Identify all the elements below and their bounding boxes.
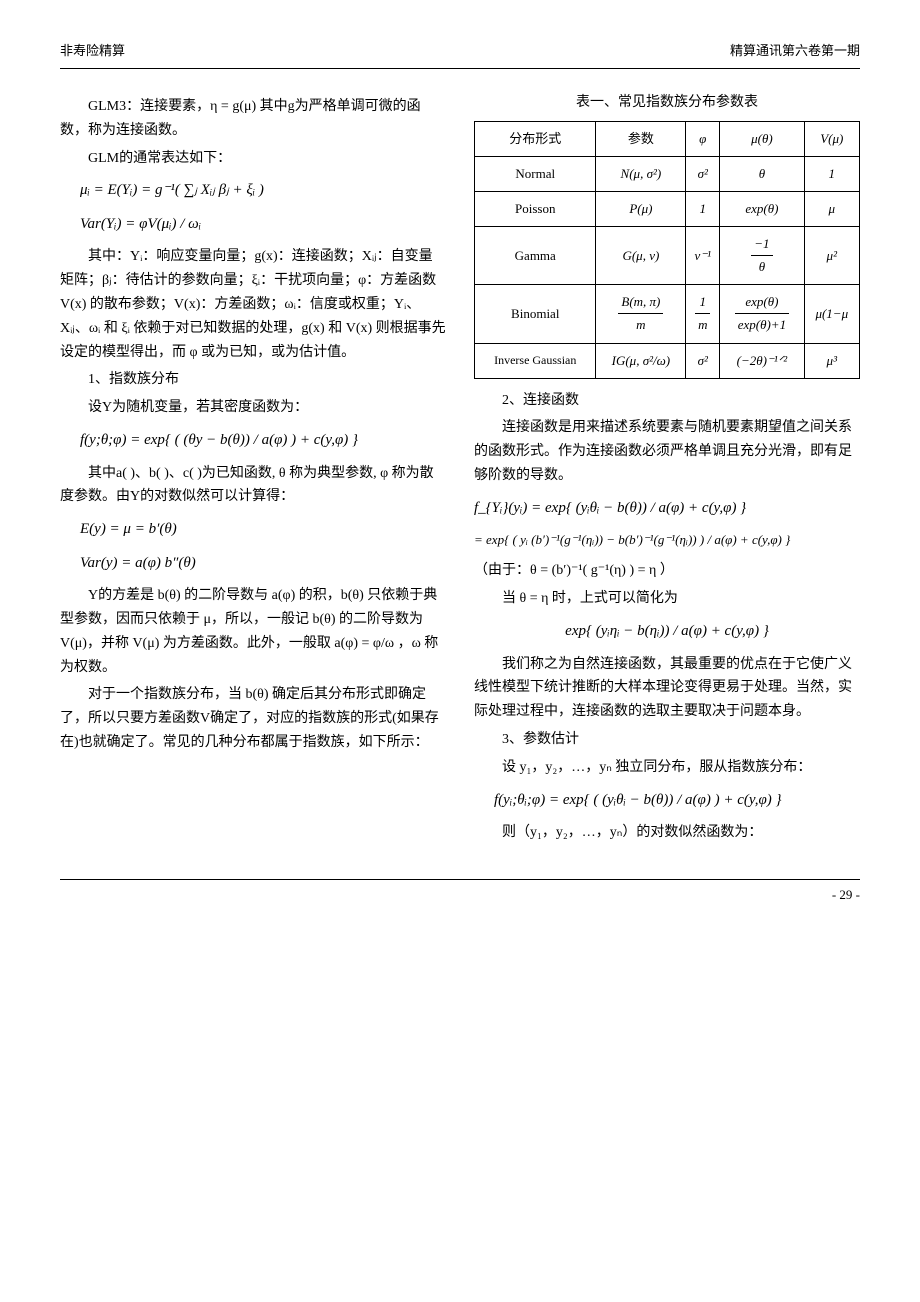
table-header-row: 分布形式 参数 φ μ(θ) V(μ) bbox=[475, 121, 860, 156]
cell: N(μ, σ²) bbox=[596, 156, 686, 191]
cell-dist-name: Gamma bbox=[475, 227, 596, 285]
cell: μ² bbox=[804, 227, 859, 285]
page-header: 非寿险精算 精算通讯第六卷第一期 bbox=[60, 40, 860, 69]
cell: 1 bbox=[686, 192, 720, 227]
cell: μ bbox=[804, 192, 859, 227]
glm-intro: GLM的通常表达如下： bbox=[60, 147, 446, 171]
section-1-heading: 1、指数族分布 bbox=[60, 368, 446, 392]
section-3-heading: 3、参数估计 bbox=[474, 728, 860, 752]
header-right: 精算通讯第六卷第一期 bbox=[730, 40, 860, 62]
cell: (−2θ)⁻¹ᐟ² bbox=[720, 343, 804, 378]
eq-note: （由于：θ = (b′)⁻¹( g⁻¹(η) ) = η ） bbox=[474, 559, 860, 583]
eq-fy2: = exp{ ( yᵢ (b′)⁻¹(g⁻¹(ηᵢ)) − b(b′)⁻¹(g⁻… bbox=[474, 529, 860, 551]
table-caption: 表一、常见指数族分布参数表 bbox=[474, 91, 860, 115]
th-vmu: V(μ) bbox=[804, 121, 859, 156]
cell-dist-name: Normal bbox=[475, 156, 596, 191]
section-3-p1: 设 y₁，y₂，…，yₙ 独立同分布，服从指数族分布： bbox=[474, 756, 860, 780]
cell: exp(θ) bbox=[720, 192, 804, 227]
cell: ν⁻¹ bbox=[686, 227, 720, 285]
th-param: 参数 bbox=[596, 121, 686, 156]
cell: 1m bbox=[686, 285, 720, 343]
section-1-p1: 设Y为随机变量，若其密度函数为： bbox=[60, 396, 446, 420]
left-column: GLM3：连接要素，η = g(μ) 其中g为严格单调可微的函数，称为连接函数。… bbox=[60, 91, 446, 849]
cell-dist-name: Binomial bbox=[475, 285, 596, 343]
cell-dist-name: Inverse Gaussian bbox=[475, 343, 596, 378]
cell: −1θ bbox=[720, 227, 804, 285]
cell: μ³ bbox=[804, 343, 859, 378]
cell: P(μ) bbox=[596, 192, 686, 227]
cell: θ bbox=[720, 156, 804, 191]
eq-simplified: exp{ (yᵢηᵢ − b(ηᵢ)) / a(φ) + c(y,φ) } bbox=[474, 619, 860, 645]
header-left: 非寿险精算 bbox=[60, 40, 125, 62]
cell: G(μ, ν) bbox=[596, 227, 686, 285]
table-row: Binomial B(m, π)m 1m exp(θ)exp(θ)+1 μ(1−… bbox=[475, 285, 860, 343]
th-phi: φ bbox=[686, 121, 720, 156]
cell: exp(θ)exp(θ)+1 bbox=[720, 285, 804, 343]
section-2-heading: 2、连接函数 bbox=[474, 389, 860, 413]
table-row: Inverse Gaussian IG(μ, σ²/ω) σ² (−2θ)⁻¹ᐟ… bbox=[475, 343, 860, 378]
cell: σ² bbox=[686, 343, 720, 378]
table-row: Gamma G(μ, ν) ν⁻¹ −1θ μ² bbox=[475, 227, 860, 285]
th-mu: μ(θ) bbox=[720, 121, 804, 156]
cell: B(m, π)m bbox=[596, 285, 686, 343]
right-column: 表一、常见指数族分布参数表 分布形式 参数 φ μ(θ) V(μ) Normal… bbox=[474, 91, 860, 849]
where-paragraph: 其中：Yᵢ：响应变量向量；g(x)：连接函数；Xᵢⱼ：自变量矩阵；βⱼ：待估计的… bbox=[60, 245, 446, 364]
table-row: Poisson P(μ) 1 exp(θ) μ bbox=[475, 192, 860, 227]
glm3-paragraph: GLM3：连接要素，η = g(μ) 其中g为严格单调可微的函数，称为连接函数。 bbox=[60, 95, 446, 143]
eq-var: Var(Yᵢ) = φV(μᵢ) / ωᵢ bbox=[80, 212, 446, 238]
section-2-p1: 连接函数是用来描述系统要素与随机要素期望值之间关系的函数形式。作为连接函数必须严… bbox=[474, 416, 860, 487]
two-column-body: GLM3：连接要素，η = g(μ) 其中g为严格单调可微的函数，称为连接函数。… bbox=[60, 91, 860, 849]
eq-when-text: 当 θ = η 时，上式可以简化为 bbox=[474, 587, 860, 611]
exponential-family-table: 分布形式 参数 φ μ(θ) V(μ) Normal N(μ, σ²) σ² θ… bbox=[474, 121, 860, 379]
eq-lik: f(yᵢ;θᵢ;φ) = exp{ ( (yᵢθᵢ − b(θ)) / a(φ)… bbox=[494, 788, 860, 814]
section-1-p4: 对于一个指数族分布，当 b(θ) 确定后其分布形式即确定了，所以只要方差函数V确… bbox=[60, 683, 446, 754]
table-row: Normal N(μ, σ²) σ² θ 1 bbox=[475, 156, 860, 191]
cell: σ² bbox=[686, 156, 720, 191]
section-2-p2: 我们称之为自然连接函数，其最重要的优点在于它使广义线性模型下统计推断的大样本理论… bbox=[474, 653, 860, 724]
cell: IG(μ, σ²/ω) bbox=[596, 343, 686, 378]
cell-dist-name: Poisson bbox=[475, 192, 596, 227]
eq-vary: Var(y) = a(φ) b″(θ) bbox=[80, 551, 446, 577]
cell: μ(1−μ bbox=[804, 285, 859, 343]
page-footer: - 29 - bbox=[60, 879, 860, 906]
eq-ey: E(y) = μ = b′(θ) bbox=[80, 517, 446, 543]
th-dist: 分布形式 bbox=[475, 121, 596, 156]
section-1-p3: Y的方差是 b(θ) 的二阶导数与 a(φ) 的积，b(θ) 只依赖于典型参数，… bbox=[60, 584, 446, 679]
eq-density: f(y;θ;φ) = exp{ ( (θy − b(θ)) / a(φ) ) +… bbox=[80, 428, 446, 454]
page-number: - 29 - bbox=[832, 887, 860, 902]
cell: 1 bbox=[804, 156, 859, 191]
eq-fy1: f_{Yᵢ}(yᵢ) = exp{ (yᵢθᵢ − b(θ)) / a(φ) +… bbox=[474, 496, 860, 522]
section-1-p2: 其中a( )、b( )、c( )为已知函数, θ 称为典型参数, φ 称为散度参… bbox=[60, 462, 446, 510]
section-3-p2: 则（y₁，y₂，…，yₙ）的对数似然函数为： bbox=[474, 821, 860, 845]
eq-mu: μᵢ = E(Yᵢ) = g⁻¹( ∑ⱼ Xᵢⱼ βⱼ + ξᵢ ) bbox=[80, 178, 446, 204]
